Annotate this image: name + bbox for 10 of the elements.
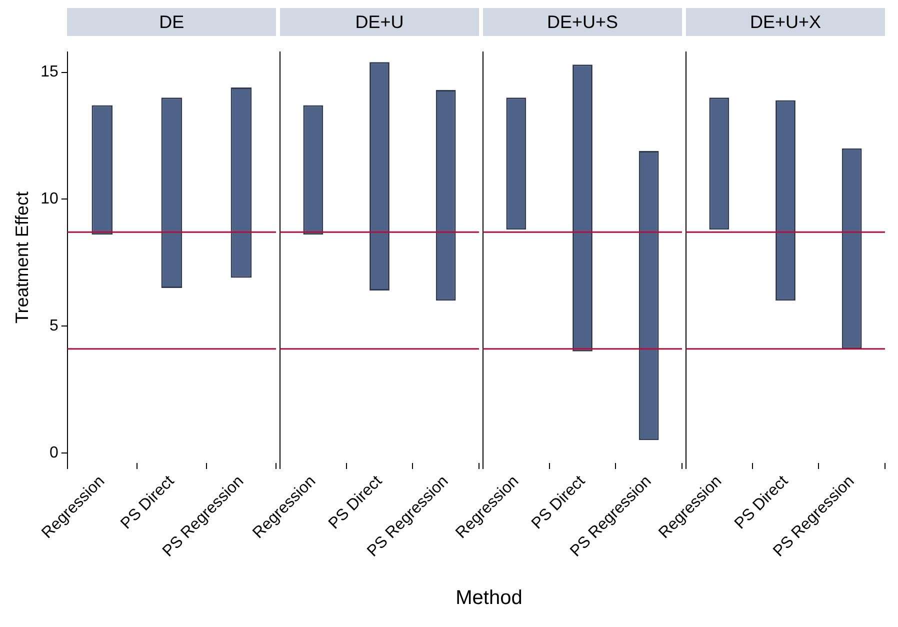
y-tick-label: 15 [40,64,58,81]
y-tick-label: 10 [40,190,58,208]
y-tick-label: 5 [49,317,58,334]
chart-title: DE [67,8,276,36]
y-tick-label: 0 [49,444,58,462]
chart-title: DE+U [280,8,479,36]
x-axis-title: Method [454,587,524,610]
chart-title: DE+U+S [483,8,682,36]
y-axis-title: Treatment Effect [12,191,32,324]
chart-title: DE+U+X [686,8,885,36]
